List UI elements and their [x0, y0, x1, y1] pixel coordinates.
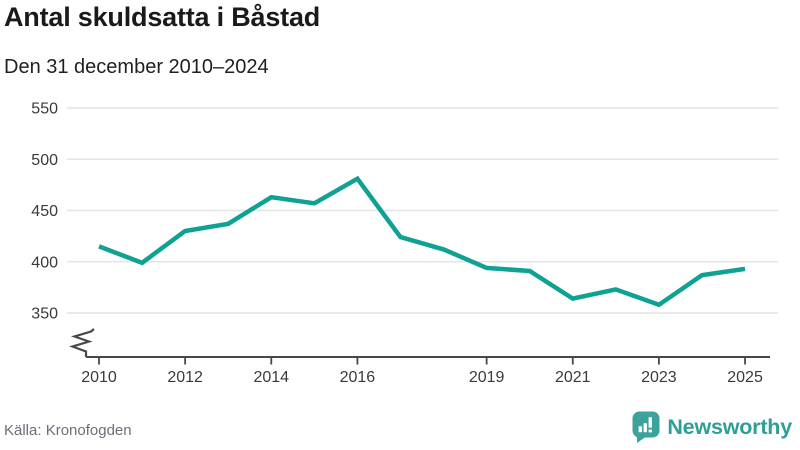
x-axis-label: 2014: [253, 369, 289, 386]
newsworthy-wordmark: Newsworthy: [667, 415, 792, 439]
logo-bar-short: [638, 426, 643, 433]
x-axis-label: 2010: [81, 369, 117, 386]
newsworthy-logo: Newsworthy: [632, 411, 792, 444]
chart-subtitle: Den 31 december 2010–2024: [4, 56, 269, 78]
logo-exclamation-bar: [648, 417, 653, 428]
logo-bar-tall: [643, 423, 648, 433]
y-axis-label: 450: [31, 203, 58, 220]
y-axis-label: 550: [31, 101, 58, 118]
x-axis-label: 2021: [555, 369, 591, 386]
y-axis-label: 400: [31, 254, 58, 271]
x-axis-label: 2016: [340, 369, 376, 386]
x-axis-label: 2023: [641, 369, 677, 386]
x-axis-label: 2019: [469, 369, 505, 386]
source-text: Källa: Kronofogden: [4, 422, 132, 439]
x-axis-label: 2025: [727, 369, 763, 386]
logo-exclamation-dot: [648, 429, 653, 433]
axis-break-icon: [69, 328, 95, 357]
chart-title: Antal skuldsatta i Båstad: [4, 2, 321, 32]
y-axis-label: 350: [31, 306, 58, 323]
y-axis-label: 500: [31, 152, 58, 169]
x-axis-label: 2012: [167, 369, 203, 386]
newsworthy-logo-icon: [632, 411, 660, 443]
data-line: [98, 175, 746, 308]
